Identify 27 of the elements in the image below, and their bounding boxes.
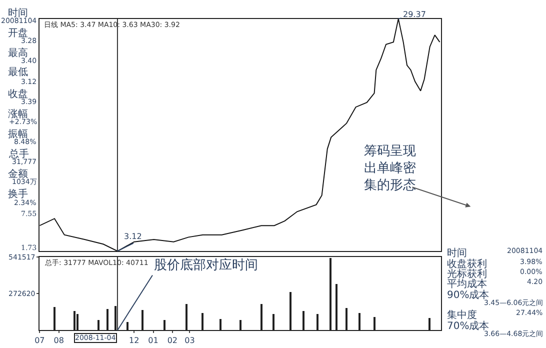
x-tick-label: 01 — [148, 336, 158, 345]
x-tick-label: 02 — [167, 336, 178, 345]
text: 时间 — [447, 247, 467, 259]
x-tick-label: 08 — [54, 336, 64, 345]
text: 换手 — [8, 188, 28, 200]
text: 金额 — [8, 168, 28, 180]
annotation: 筹码呈现出单峰密集的形态 — [364, 144, 416, 193]
text: 最低 — [8, 67, 28, 78]
text: 最高 — [8, 47, 28, 59]
annotation: 股价底部对应时间 — [154, 257, 258, 273]
text: 70%成本 — [447, 320, 490, 332]
x-tick-label: 03 — [184, 336, 195, 345]
text: 收盘 — [8, 88, 28, 100]
text: 平均成本 — [447, 278, 487, 290]
text: 振幅 — [8, 128, 28, 140]
text: 开盘 — [8, 27, 28, 39]
text: 90%成本 — [447, 289, 490, 301]
text: 光标获利 — [447, 268, 487, 280]
text: 涨幅 — [8, 108, 28, 120]
annotation: 29.37 — [403, 10, 426, 19]
text: 集中度 — [447, 309, 477, 321]
annotation: 3.12 — [124, 232, 142, 241]
text: 时间 — [8, 7, 28, 19]
text: 收盘获利 — [447, 258, 487, 270]
text: 总手 — [8, 148, 29, 160]
x-tick-label: 07 — [34, 336, 45, 345]
x-tick-label: 12 — [129, 336, 140, 345]
